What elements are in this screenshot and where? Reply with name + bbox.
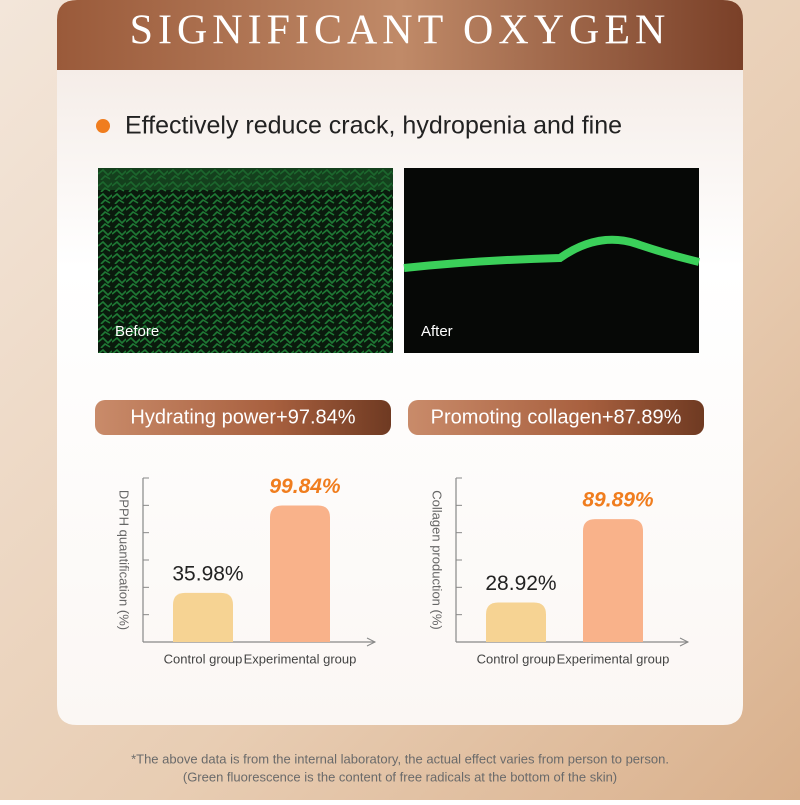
axis-arrow (366, 637, 377, 647)
category-label: Control group (164, 651, 243, 666)
bar (486, 602, 546, 642)
stat-title: Hydrating power+97.84% (130, 406, 355, 428)
image-label: After (421, 323, 453, 340)
value-label: 35.98% (172, 562, 243, 585)
y-axis-label: DPPH quantification (%) (117, 490, 132, 630)
stat-pill (95, 400, 391, 435)
bullet-dot (96, 119, 110, 133)
value-label: 89.89% (582, 489, 654, 512)
bullet-text: Effectively reduce crack, hydropenia and… (125, 112, 622, 140)
stat-title: Promoting collagen+87.89% (431, 406, 682, 428)
stat-pill (408, 400, 704, 435)
image-label: Before (115, 323, 159, 340)
footnote: *The above data is from the internal lab… (131, 751, 669, 766)
after-layer (403, 235, 700, 272)
category-label: Experimental group (557, 651, 670, 666)
before-image (98, 168, 393, 353)
footnote: (Green fluorescence is the content of fr… (183, 769, 617, 784)
category-label: Experimental group (244, 651, 357, 666)
title: SIGNIFICANT OXYGEN (130, 8, 671, 54)
category-label: Control group (477, 651, 556, 666)
y-axis-label: Collagen production (%) (430, 490, 445, 629)
bar (583, 519, 643, 642)
banner (57, 0, 743, 70)
value-label: 99.84% (269, 475, 341, 498)
bar (173, 592, 233, 642)
before-edge (98, 168, 393, 190)
axis-arrow (679, 637, 690, 647)
bar (270, 505, 330, 642)
value-label: 28.92% (485, 572, 556, 595)
